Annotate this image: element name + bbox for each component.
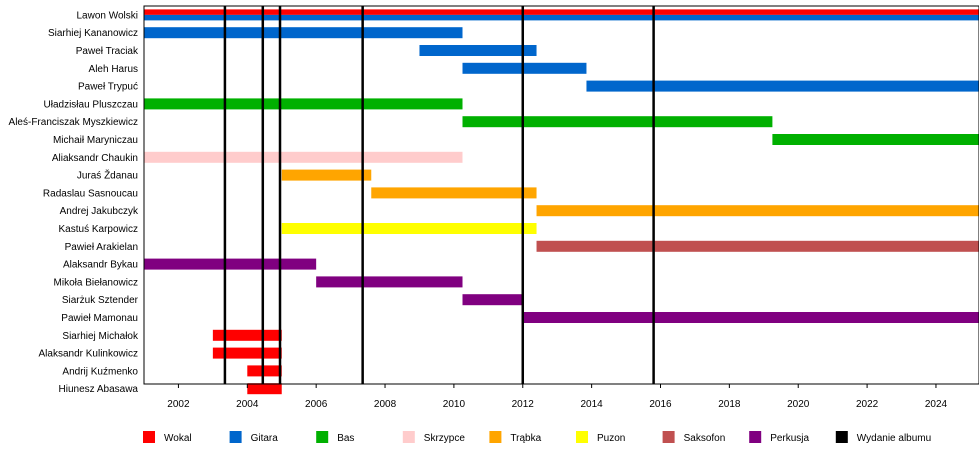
plot-frame [143,5,979,385]
member-label: Aliaksandr Chaukin [52,153,138,164]
membership-bar [144,98,463,110]
x-tick-label: 2002 [167,399,190,410]
member-label: Mikoła Biełanowicz [54,277,138,288]
member-label: Paweł Trypuć [78,82,138,93]
member-labels: Lawon Wolski Siarhiej Kananowicz Paweł Tra… [9,10,139,395]
member-label: Lawon Wolski [76,10,138,21]
membership-bar [586,80,979,92]
member-label: Uładzisłau Pluszczau [44,99,139,110]
member-label: Siarhiej Michałok [62,331,139,342]
member-label: Alaksandr Bykau [63,260,138,271]
member-label: Aleś-Franciszak Myszkiewicz [9,117,138,128]
membership-bar [212,347,282,359]
legend-label: Trąbka [510,433,541,444]
legend-label: Wokal [164,433,192,444]
membership-bar [772,134,979,145]
member-label: Pawieł Mamonau [61,313,138,324]
bars-layer [144,9,979,395]
legend-label: Puzon [597,433,625,444]
x-tick-label: 2020 [787,399,810,410]
x-tick-label: 2006 [305,399,328,410]
legend-label: Saksofon [684,433,726,444]
membership-bar [462,116,773,128]
membership-bar [144,27,463,39]
member-label: Aleh Harus [89,64,138,75]
legend-swatch [229,431,242,443]
membership-bar [536,240,979,252]
membership-bar [144,14,979,21]
legend-swatch [749,431,762,443]
legend-label: Skrzypce [424,433,466,444]
member-label: Pawieł Arakielan [65,242,138,253]
membership-bar [522,312,979,323]
member-label: Michaił Maryniczau [53,135,138,146]
membership-bar [212,329,282,341]
membership-bar [144,258,317,270]
member-label: Radaslau Sasnoucau [43,188,138,199]
legend-swatch [576,431,588,443]
x-tick-label: 2012 [512,399,535,410]
legend-swatch [143,431,155,443]
member-label: Siarżuk Sztender [62,295,139,306]
membership-bar [144,151,463,163]
x-tick-label: 2018 [718,399,741,410]
legend-label: Perkusja [770,433,809,444]
legend-swatch [316,431,329,443]
legend-swatch [489,431,502,443]
legend-label: Wydanie albumu [857,433,931,444]
x-tick-label: 2010 [443,399,466,410]
membership-bar [247,365,282,377]
legend: Wokal Gitara Bas Skrzypce Trąbka Puzon Saksofo… [143,431,931,444]
membership-bar [371,187,537,199]
member-label: Andrej Jakubczyk [60,206,139,217]
legend-label: Bas [337,433,354,444]
x-tick-label: 2004 [236,399,259,410]
membership-bar [281,169,372,181]
member-label: Paweł Traciak [76,46,139,57]
legend-swatch [835,431,848,443]
legend-swatch [402,431,415,443]
album-release-lines [223,6,655,384]
membership-bar [462,294,523,306]
x-tick-label: 2024 [925,399,948,410]
x-axis: 2002 2004 2006 2008 2010 2012 2014 2016 2018 2020… [167,384,948,410]
legend-label: Gitara [251,433,279,444]
membership-bar [316,276,463,288]
membership-bar [419,45,537,56]
member-label: Siarhiej Kananowicz [48,28,138,39]
x-tick-label: 2016 [649,399,672,410]
membership-bar [536,205,979,217]
legend-swatch [662,431,675,443]
membership-bar [462,62,587,74]
membership-bar [281,223,537,234]
x-tick-label: 2022 [856,399,879,410]
member-label: Andrij Kuźmenko [62,366,138,377]
membership-bar [247,383,282,395]
member-label: Hiunesz Abasawa [59,384,139,395]
member-label: Alaksandr Kulinkowicz [39,349,139,360]
membership-bar [144,9,979,15]
x-tick-label: 2014 [581,399,604,410]
x-tick-label: 2008 [374,399,397,410]
member-label: Kastuś Karpowicz [59,224,138,235]
member-label: Juraś Ždanau [77,169,138,182]
